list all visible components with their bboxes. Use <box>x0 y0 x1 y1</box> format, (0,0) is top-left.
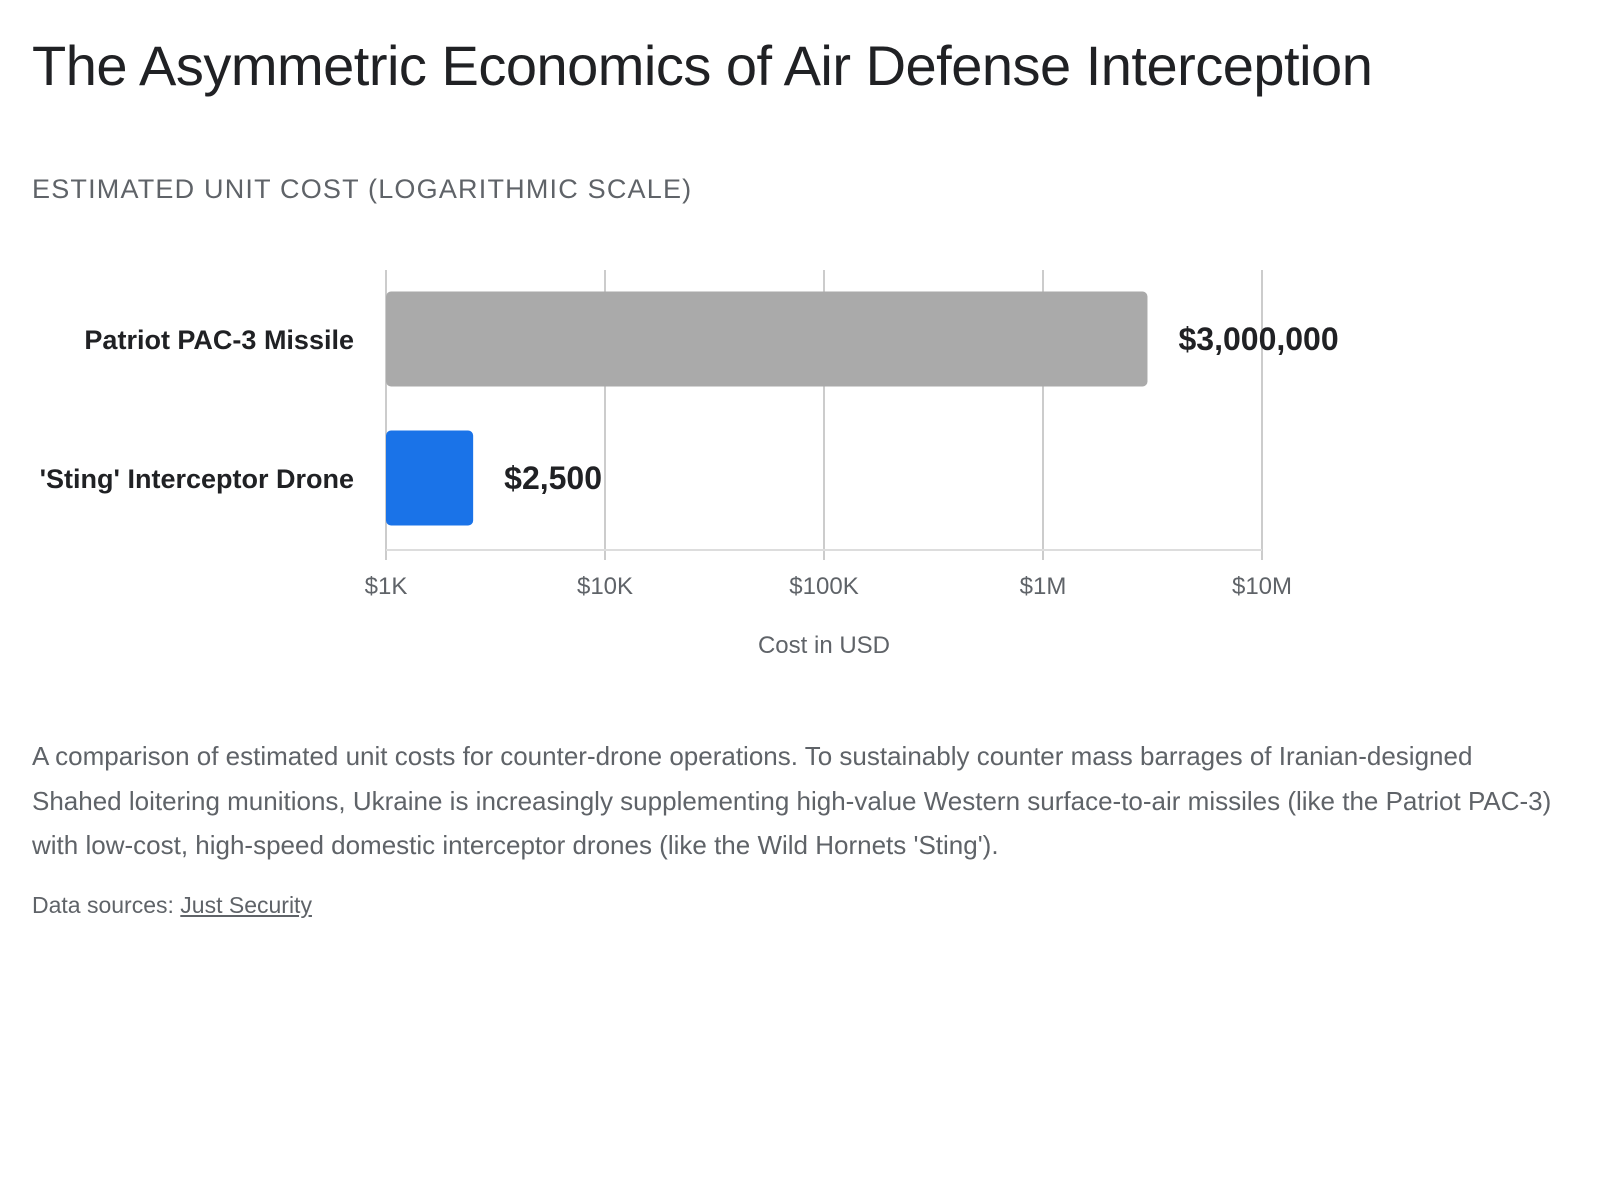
source-link-just-security[interactable]: Just Security <box>180 892 312 918</box>
data-sources: Data sources: Just Security <box>32 890 312 920</box>
x-tick-label: $100K <box>789 573 858 600</box>
x-tick-label: $1K <box>365 573 408 600</box>
bar-0[interactable] <box>386 291 1148 387</box>
chart-description: A comparison of estimated unit costs for… <box>32 741 1552 860</box>
bars <box>386 291 1148 526</box>
x-axis-title: Cost in USD <box>758 632 890 659</box>
x-tick-label: $10K <box>577 573 633 600</box>
x-tick-label: $10M <box>1232 573 1292 600</box>
x-tick-label: $1M <box>1020 573 1067 600</box>
bar-chart: $1K $10K $100K $1M $10M Cost in USD Patriot PA… <box>40 270 1339 659</box>
category-label: 'Sting' Interceptor Drone <box>40 464 354 494</box>
chart-subtitle: ESTIMATED UNIT COST (LOGARITHMIC SCALE) <box>32 174 693 204</box>
category-label: Patriot PAC-3 Missile <box>84 325 354 355</box>
bar-1[interactable] <box>386 430 474 526</box>
sources-prefix: Data sources: <box>32 892 174 918</box>
labels: $1K $10K $100K $1M $10M Cost in USD Patriot PA… <box>40 321 1339 659</box>
value-label: $3,000,000 <box>1178 321 1338 357</box>
value-label: $2,500 <box>504 460 602 496</box>
page-title: The Asymmetric Economics of Air Defense … <box>32 34 1373 97</box>
